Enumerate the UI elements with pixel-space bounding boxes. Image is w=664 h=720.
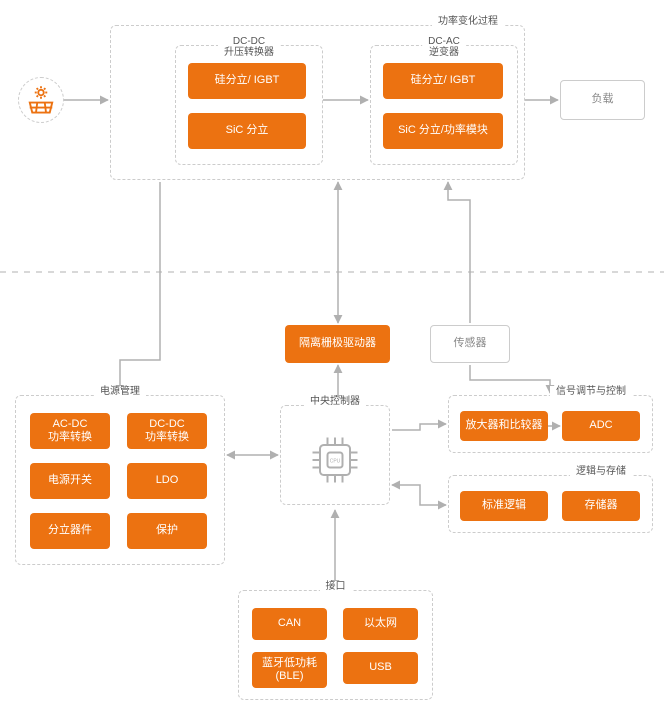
node-protect: 保护: [127, 513, 207, 549]
node-sic_2: SiC 分立/功率模块: [383, 113, 503, 149]
group-label: 逻辑与存储: [570, 466, 632, 477]
node-acdc: AC-DC 功率转换: [30, 413, 110, 449]
group-label: 电源管理: [94, 386, 146, 397]
node-dcdc_pm: DC-DC 功率转换: [127, 413, 207, 449]
node-adc: ADC: [562, 411, 640, 441]
node-ldo: LDO: [127, 463, 207, 499]
group-label: 功率变化过程: [432, 16, 504, 27]
node-storage: 存储器: [562, 491, 640, 521]
node-psw: 电源开关: [30, 463, 110, 499]
node-si_igbt_1: 硅分立/ IGBT: [188, 63, 306, 99]
node-gate_driver: 隔离栅极驱动器: [285, 325, 390, 363]
cpu-icon: CPU: [300, 425, 370, 495]
solar-icon: [18, 77, 64, 123]
svg-text:CPU: CPU: [330, 459, 341, 465]
node-sic_1: SiC 分立: [188, 113, 306, 149]
group-label: DC-AC 逆变器: [422, 36, 466, 58]
node-si_igbt_2: 硅分立/ IGBT: [383, 63, 503, 99]
node-can: CAN: [252, 608, 327, 640]
group-label: 接口: [320, 581, 352, 592]
node-stdlogic: 标准逻辑: [460, 491, 548, 521]
node-eth: 以太网: [343, 608, 418, 640]
node-amp: 放大器和比较器: [460, 411, 548, 441]
diagram-stage: 功率变化过程 DC-DC 升压转换器 DC-AC 逆变器 电源管理 中央控制器 …: [0, 0, 664, 720]
group-label: DC-DC 升压转换器: [218, 36, 280, 58]
node-discrete: 分立器件: [30, 513, 110, 549]
node-usb: USB: [343, 652, 418, 684]
group-label: 中央控制器: [304, 396, 366, 407]
node-sensor: 传感器: [430, 325, 510, 363]
node-load: 负载: [560, 80, 645, 120]
node-ble: 蓝牙低功耗 (BLE): [252, 652, 327, 688]
group-label: 信号调节与控制: [550, 386, 632, 397]
